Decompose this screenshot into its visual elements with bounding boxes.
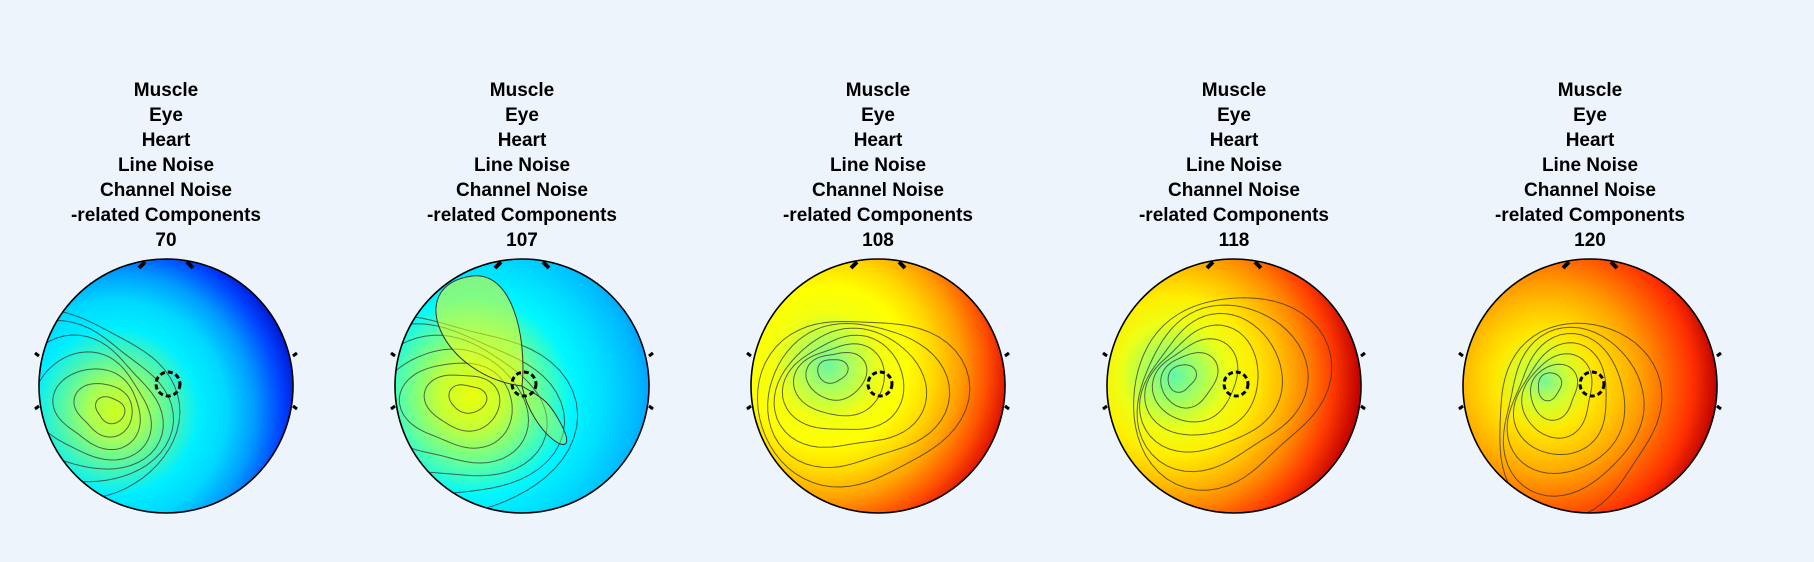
component-number: 70 [155, 230, 177, 251]
lobe-contours [435, 275, 568, 445]
contour-lines [756, 320, 971, 488]
scalp-map-120 [1458, 258, 1722, 514]
center-electrode-ring [1222, 370, 1250, 398]
component-number: 108 [862, 230, 894, 251]
topomap-panel-120: Muscle Eye Heart Line Noise Channel Noise -re… [1412, 0, 1768, 562]
title-line: Eye [1217, 105, 1251, 126]
contour-lines [1133, 297, 1333, 491]
topomap-panel-70: Muscle Eye Heart Line Noise Channel Noise -re… [0, 0, 344, 562]
scalp-map-108 [746, 258, 1010, 514]
title-line: Channel Noise [1524, 180, 1656, 201]
title-line: Heart [1565, 130, 1615, 151]
title-line: Channel Noise [100, 180, 232, 201]
potential-field [1107, 259, 1361, 513]
scalp-map-107 [390, 258, 654, 514]
center-electrode-ring [154, 370, 182, 398]
title-line: Line Noise [1541, 155, 1639, 176]
head-outline [38, 258, 294, 514]
title-line: Muscle [133, 80, 199, 101]
title-line: Muscle [845, 80, 911, 101]
panel-title: Muscle Eye Heart Line Noise Channel Noise -re… [344, 78, 700, 253]
ear-markers [746, 351, 1010, 411]
nose-marker [493, 260, 551, 270]
potential-field [395, 259, 649, 513]
title-line: -related Components [782, 205, 974, 226]
title-line: Heart [853, 130, 903, 151]
topomap-panel-108: Muscle Eye Heart Line Noise Channel Noise -re… [700, 0, 1056, 562]
title-line: Channel Noise [456, 180, 588, 201]
title-line: -related Components [426, 205, 618, 226]
title-line: Eye [1573, 105, 1607, 126]
title-line: Muscle [1557, 80, 1623, 101]
panel-title: Muscle Eye Heart Line Noise Channel Noise -re… [1412, 78, 1768, 253]
panel-title: Muscle Eye Heart Line Noise Channel Noise -re… [1056, 78, 1412, 253]
topomap-panel-107: Muscle Eye Heart Line Noise Channel Noise -re… [344, 0, 700, 562]
title-line: Line Noise [117, 155, 215, 176]
scalp-map-70 [34, 258, 298, 514]
center-electrode-ring [1578, 370, 1606, 398]
contour-lines [39, 308, 181, 500]
topomap-panel-118: Muscle Eye Heart Line Noise Channel Noise -re… [1056, 0, 1412, 562]
component-number: 120 [1574, 230, 1606, 251]
title-line: Muscle [1201, 80, 1267, 101]
title-line: Muscle [489, 80, 555, 101]
title-line: Heart [1209, 130, 1259, 151]
component-number: 107 [506, 230, 538, 251]
title-line: Eye [505, 105, 539, 126]
nose-marker [849, 260, 907, 270]
title-line: -related Components [1494, 205, 1686, 226]
center-electrode-ring [510, 370, 538, 398]
title-line: Heart [497, 130, 547, 151]
ear-markers [1102, 351, 1366, 411]
title-line: Eye [149, 105, 183, 126]
title-line: Heart [141, 130, 191, 151]
ear-markers [34, 351, 298, 411]
potential-field [1463, 259, 1717, 513]
nose-marker [137, 260, 195, 270]
title-line: Eye [861, 105, 895, 126]
title-line: Channel Noise [1168, 180, 1300, 201]
nose-marker [1561, 260, 1619, 270]
center-electrode-ring [866, 370, 894, 398]
title-line: Line Noise [473, 155, 571, 176]
nose-marker [1205, 260, 1263, 270]
ear-markers [1458, 351, 1722, 411]
head-outline [394, 258, 650, 514]
ear-markers [390, 351, 654, 411]
panel-title: Muscle Eye Heart Line Noise Channel Noise -re… [0, 78, 344, 253]
contour-lines [1499, 322, 1663, 513]
potential-field [751, 259, 1005, 513]
title-line: Line Noise [829, 155, 927, 176]
title-line: -related Components [1138, 205, 1330, 226]
panel-title: Muscle Eye Heart Line Noise Channel Noise -re… [700, 78, 1056, 253]
head-outline [1462, 258, 1718, 514]
head-outline [1106, 258, 1362, 514]
head-outline [750, 258, 1006, 514]
title-line: -related Components [70, 205, 262, 226]
potential-field [39, 259, 293, 513]
scalp-map-118 [1102, 258, 1366, 514]
component-number: 118 [1218, 230, 1250, 251]
title-line: Channel Noise [812, 180, 944, 201]
title-line: Line Noise [1185, 155, 1283, 176]
